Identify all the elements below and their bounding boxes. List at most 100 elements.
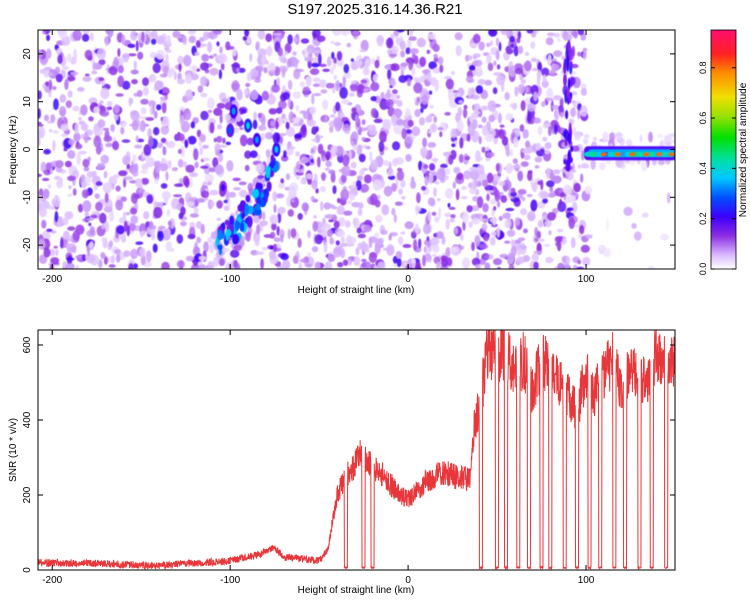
spectrogram-cell [571,162,575,172]
spectrogram-cell [355,55,363,67]
spectrogram-cell [500,195,508,203]
spectrogram-cell [38,238,46,250]
spectrogram-cell [88,242,94,249]
spectrogram-cell [189,30,197,33]
spectrogram-cell [445,219,450,230]
spectrogram-cell [339,112,345,118]
spectrogram-cell [489,198,497,205]
spectrogram-cell [481,252,490,260]
spectrogram-cell [458,100,464,104]
spectrogram-cell [475,263,480,269]
spectrogram-cell [429,163,436,171]
spectrogram-cell [424,240,432,246]
spectrogram-cell [216,135,223,143]
spectrogram-cell [295,68,304,73]
spectrogram-cell [120,196,127,202]
spectrogram-x-tick-label: 0 [405,274,411,285]
spectrogram-cell [332,62,337,70]
spectrogram-cell [579,105,588,117]
spectrogram-cell [130,30,138,41]
spectrogram-cell [433,115,438,123]
spectrogram-x-tick-label: -200 [42,274,62,285]
spectrogram-cell [336,197,341,204]
spectrogram-cell [217,244,223,251]
spectrogram-cell [62,260,67,269]
spectrogram-cell [520,100,526,112]
spectrogram-cell [666,141,672,146]
spectrogram-cell [141,177,149,185]
spectrogram-cell [207,236,214,244]
spectrogram-cell [358,153,366,163]
spectrogram-cell [208,55,214,59]
spectrogram-cell [430,237,440,246]
spectrogram-cell [476,65,482,73]
spectrogram-cell [432,244,440,253]
spectrogram-cell [75,143,83,150]
spectrogram-cell [145,117,155,121]
spectrogram-cell [159,73,168,78]
spectrogram-cell [378,140,385,152]
spectrogram-cell [301,50,305,55]
snr-series-line [38,330,675,570]
spectrogram-cell [547,53,552,65]
spectrogram-cell [317,143,324,155]
spectrogram-cell [444,188,454,199]
spectrogram-cell [94,193,100,200]
spectrogram-cell [166,140,176,149]
spectrogram-cell [564,138,568,147]
spectrogram-cell [501,136,509,146]
spectrogram-cell [557,38,561,42]
spectrogram-cell [138,247,146,258]
spectrogram-cell [355,247,360,256]
spectrogram-cell [599,245,604,251]
spectrogram-cell [212,30,222,35]
spectrogram-cell [72,230,81,242]
spectrogram-cell [108,175,118,187]
spectrogram-cell [353,217,360,229]
spectrogram-cell [266,45,273,57]
spectrogram-cell [359,49,366,53]
spectrogram-cell [504,92,510,101]
spectrogram-cell [570,63,579,69]
spectrogram-cell [428,61,438,70]
spectrogram-cell [545,37,554,46]
spectrogram-cell [374,239,384,249]
spectrogram-cell [541,67,550,77]
spectrogram-cell [473,59,483,67]
spectrogram-cell [212,53,218,58]
spectrogram-cell [536,74,541,87]
spectrogram-cell [573,264,578,269]
spectrogram-cell [343,210,353,216]
spectrogram-cell [287,228,291,240]
spectrogram-cell [426,236,430,242]
spectrogram-cell [62,217,69,226]
spectrogram-cell [579,224,585,235]
spectrogram-cell [184,139,189,149]
spectrogram-cell [115,93,124,97]
spectrogram-cell [335,101,341,112]
spectrogram-cell [84,49,93,60]
spectrogram-cell [396,119,406,126]
spectrogram-cell [562,237,567,244]
spectrogram-cell [209,67,219,76]
spectrogram-cell [445,247,451,257]
carrier-peak [643,152,650,157]
spectrogram-cell [471,217,480,225]
spectrogram-cell [357,233,366,239]
spectrogram-cell [525,86,529,94]
spectrogram-cell [549,68,557,77]
spectrogram-cell [411,258,416,264]
spectrogram-cell [161,261,170,269]
spectrogram-cell [567,132,571,143]
spectrogram-cell [228,126,233,134]
spectrogram-cell [187,135,197,145]
spectrogram-cell [182,35,187,45]
spectrogram-cell [219,112,223,124]
spectrogram-cell [241,108,247,114]
spectrogram-cell [541,101,546,108]
spectrogram-cell [332,30,342,36]
spectrogram-cell [554,124,558,135]
spectrogram-cell [53,175,61,181]
spectrogram-cell [130,248,138,260]
spectrogram-cell [633,231,642,241]
